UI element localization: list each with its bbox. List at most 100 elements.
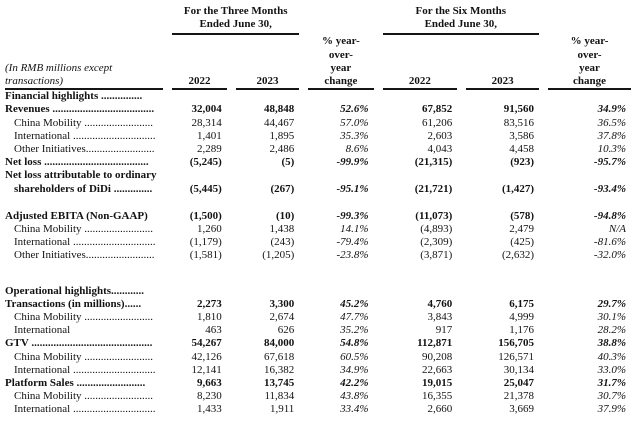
spacer-row xyxy=(5,196,631,210)
yoy-header-line: % year- xyxy=(322,35,360,48)
amount-value: 463 xyxy=(205,324,222,337)
amount-value xyxy=(383,90,458,103)
amount-value: (5,445) xyxy=(189,182,222,195)
amount-value: (11,073) xyxy=(415,209,453,222)
row-label: Other Initiatives.......................… xyxy=(14,143,155,156)
yoy-change-value: -95.1% xyxy=(336,182,369,195)
yoy-change-value: -99.3% xyxy=(336,209,369,222)
yoy-change-value: 30.7% xyxy=(597,390,626,403)
amount-value: (1,179) xyxy=(189,236,222,249)
amount-value: 4,999 xyxy=(509,311,535,324)
amount-value: (2,632) xyxy=(501,249,535,262)
table-header: For the Three Months Ended June 30, For … xyxy=(5,5,631,91)
yoy-change-value: -95.7% xyxy=(593,156,626,169)
amount-value: (10) xyxy=(275,209,295,222)
row-label: International ..........................… xyxy=(14,403,156,416)
amount-value: 11,834 xyxy=(264,390,295,403)
yoy-header-line: year xyxy=(579,61,600,74)
table-row: Net loss ...............................… xyxy=(5,156,631,169)
row-label: International ..........................… xyxy=(14,129,156,142)
amount-value: 2,603 xyxy=(427,129,453,142)
table-row xyxy=(5,263,631,285)
three-months-group-header: For the Three Months Ended June 30, xyxy=(172,5,300,36)
amount-value: 3,843 xyxy=(427,311,453,324)
amount-value: 1,401 xyxy=(197,129,222,142)
amount-value: (1,581) xyxy=(189,249,222,262)
yoy-header-line: over- xyxy=(577,48,602,61)
row-label: Financial highlights ............... xyxy=(5,90,143,103)
amount-value: 2,660 xyxy=(427,403,453,416)
yoy-change-value: 40.3% xyxy=(597,350,626,363)
amount-value: 12,141 xyxy=(191,363,222,376)
amount-value: 91,560 xyxy=(503,103,535,116)
yoy-change-value: 28.2% xyxy=(597,324,626,337)
amount-value: 1,433 xyxy=(197,403,222,416)
amount-value: 61,206 xyxy=(422,116,453,129)
table-row: Transactions (in millions)...... 2,273 3,3… xyxy=(5,298,631,311)
amount-value: 16,382 xyxy=(264,363,295,376)
row-label: GTV ....................................… xyxy=(5,337,153,350)
yoy-change-value: 37.8% xyxy=(597,129,626,142)
yoy-change-value: 34.9% xyxy=(340,363,369,376)
table-body: Financial highlights ............... Reve… xyxy=(5,90,631,416)
yoy-change-value: -94.8% xyxy=(593,209,626,222)
table-row: Other Initiatives.......................… xyxy=(5,249,631,262)
row-label: Net loss attributable to ordinary shareho… xyxy=(5,169,163,195)
table-row: International 463 626 35.2% 917 1,176 28.2% xyxy=(5,324,631,337)
yoy-change-value: 34.9% xyxy=(597,103,626,116)
amount-value: 2,479 xyxy=(509,223,535,236)
yoy-change-value: 54.8% xyxy=(340,337,369,350)
amount-value xyxy=(236,285,300,298)
row-label: Adjusted EBITA (Non-GAAP) xyxy=(5,209,148,222)
amount-value: 67,852 xyxy=(422,103,453,116)
amount-value: 22,663 xyxy=(422,363,453,376)
row-label-line2: shareholders of DiDi .............. xyxy=(14,182,153,195)
amount-value: 13,745 xyxy=(264,377,295,390)
header-spacer xyxy=(308,5,373,35)
amount-value: 3,669 xyxy=(509,403,535,416)
table-row: China Mobility .........................… xyxy=(5,223,631,236)
yoy-header-line: change xyxy=(573,75,607,88)
amount-value: 67,618 xyxy=(264,350,295,363)
amount-value: 4,760 xyxy=(427,297,453,310)
row-label: Revenues ...............................… xyxy=(5,103,155,116)
table-row: Operational highlights............ xyxy=(5,285,631,298)
amount-value: 4,043 xyxy=(427,143,453,156)
amount-value: 42,126 xyxy=(191,350,222,363)
table-row: China Mobility .........................… xyxy=(5,311,631,324)
unit-note: (In RMB millions except transactions) xyxy=(5,35,164,91)
yoy-change-value: 35.2% xyxy=(340,324,369,337)
yoy-header-line: change xyxy=(324,75,358,88)
group-header-line: Ended June 30, xyxy=(424,18,498,31)
amount-value: 84,000 xyxy=(264,337,295,350)
amount-value: 54,267 xyxy=(191,337,222,350)
yoy-change-value: 52.6% xyxy=(340,103,369,116)
amount-value: 44,467 xyxy=(264,116,295,129)
yoy-change-value: -23.8% xyxy=(336,249,369,262)
table-row: GTV ....................................… xyxy=(5,337,631,350)
amount-value: 112,871 xyxy=(417,337,453,350)
amount-value: 626 xyxy=(277,324,295,337)
header-spacer xyxy=(5,5,163,35)
amount-value: 25,047 xyxy=(503,377,535,390)
yoy-change-value: 29.7% xyxy=(597,297,626,310)
yoy-change-value: 57.0% xyxy=(340,116,369,129)
amount-value xyxy=(172,90,227,103)
amount-value: (1,205) xyxy=(262,249,295,262)
yoy-change-value xyxy=(308,90,373,103)
yoy-change-value: 43.8% xyxy=(340,390,369,403)
row-label: China Mobility ......................... xyxy=(14,223,154,236)
yoy-change-value: 8.6% xyxy=(345,143,369,156)
yoy-change-value: 30.1% xyxy=(597,311,626,324)
row-label: Other Initiatives.......................… xyxy=(14,249,155,262)
amount-value: (4,893) xyxy=(420,223,453,236)
amount-value: 126,571 xyxy=(498,350,535,363)
amount-value xyxy=(466,90,539,103)
amount-value: 1,260 xyxy=(197,223,222,236)
unit-note-line: (In RMB millions except xyxy=(5,61,113,74)
amount-value xyxy=(466,285,539,298)
table-row: Revenues ...............................… xyxy=(5,103,631,116)
row-label: China Mobility ......................... xyxy=(14,116,154,129)
yoy-change-value: -79.4% xyxy=(336,236,369,249)
yoy-change-value: 47.7% xyxy=(340,311,369,324)
